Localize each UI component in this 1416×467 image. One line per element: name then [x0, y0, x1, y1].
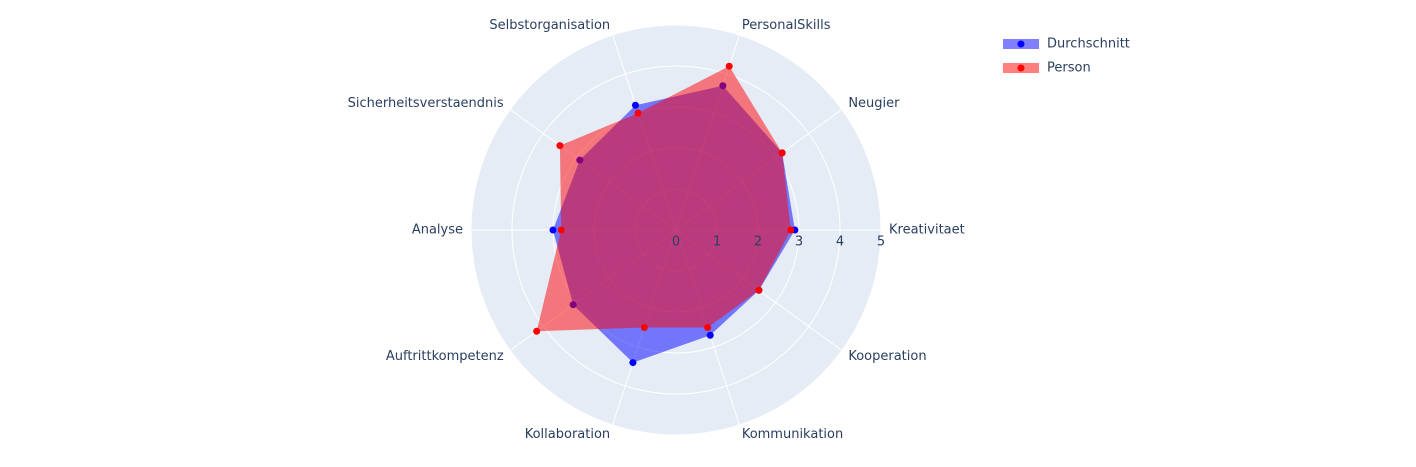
data-point: [787, 226, 795, 234]
data-point: [631, 101, 639, 109]
series-area: [536, 66, 791, 332]
category-label: Neugier: [848, 96, 900, 111]
r-tick-label: 0: [672, 235, 680, 250]
data-point: [706, 331, 714, 339]
data-point: [549, 226, 557, 234]
category-label: Kreativitaet: [889, 223, 965, 238]
r-tick-label: 1: [713, 235, 721, 250]
legend-label: Durchschnitt: [1047, 37, 1130, 52]
data-point: [629, 359, 637, 367]
legend-marker: [1017, 64, 1025, 72]
category-label: Kooperation: [848, 349, 926, 364]
data-point: [634, 109, 642, 117]
data-point: [755, 286, 763, 294]
legend-marker: [1017, 40, 1025, 48]
data-point: [533, 327, 541, 335]
category-label: Selbstorganisation: [489, 18, 610, 33]
data-point: [556, 142, 564, 150]
data-point: [557, 226, 565, 234]
data-point: [704, 323, 712, 331]
r-tick-label: 2: [754, 235, 762, 250]
category-label: Kommunikation: [742, 427, 843, 442]
category-label: Analyse: [412, 223, 463, 238]
category-label: Sicherheitsverstaendnis: [348, 96, 504, 111]
category-label: Auftrittkompetenz: [386, 349, 504, 364]
r-tick-label: 3: [795, 235, 803, 250]
legend-label: Person: [1047, 61, 1091, 76]
data-point: [778, 149, 786, 157]
category-label: PersonalSkills: [742, 18, 831, 33]
data-point: [640, 323, 648, 331]
r-tick-label: 5: [877, 235, 885, 250]
category-label: Kollaboration: [525, 427, 610, 442]
data-point: [725, 62, 733, 70]
r-tick-label: 4: [836, 235, 844, 250]
